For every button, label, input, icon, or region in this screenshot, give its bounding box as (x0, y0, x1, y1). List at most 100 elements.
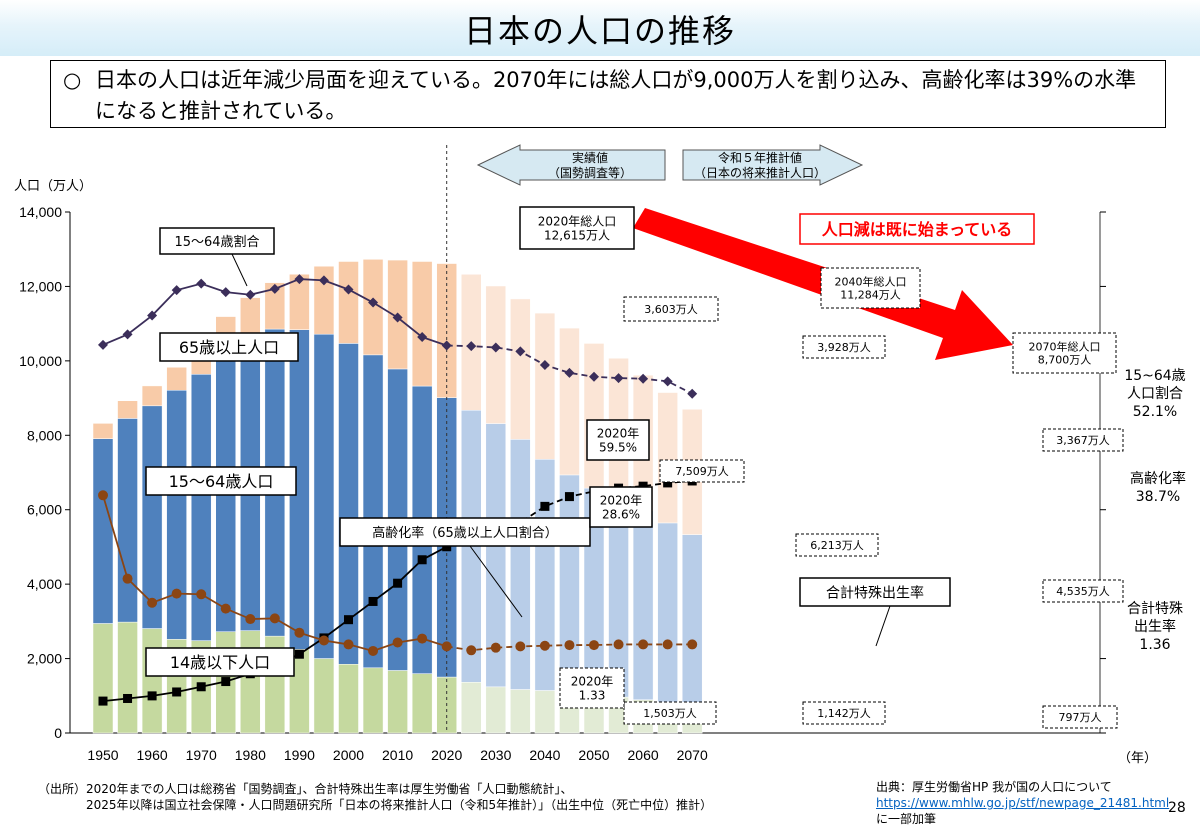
y-tick-label: 10,000 (19, 353, 62, 369)
bar-age14 (534, 690, 556, 734)
tfr-point (245, 614, 256, 625)
ratio-1564-point (564, 367, 575, 378)
tfr-point (515, 641, 526, 652)
bar-age65 (141, 385, 163, 407)
v2040-14-box (802, 701, 886, 725)
tfr-point (539, 640, 550, 651)
x-tick-label: 1950 (87, 747, 118, 763)
bar-age1564 (559, 474, 580, 693)
y-tick-label: 12,000 (19, 278, 62, 294)
x-tick-label: 2020 (431, 747, 462, 763)
bar-age1564 (166, 390, 187, 640)
aging-rate-point (98, 696, 108, 706)
bar-age1564 (510, 439, 531, 690)
label-aging-box (339, 517, 591, 547)
tfr-pointer (875, 605, 891, 647)
bar-age14 (240, 630, 261, 734)
total-2070-text: 2070年総人口 (1029, 340, 1101, 354)
total-2020-box (519, 206, 635, 250)
x-tick-label: 1970 (186, 747, 217, 763)
x-tick-label: 1960 (137, 747, 168, 763)
v2040-1564-text: 6,213万人 (810, 539, 864, 552)
bar-age14 (485, 686, 507, 734)
ratio-1564-point (515, 346, 526, 357)
tfr-point (392, 637, 403, 648)
tfr-point (638, 639, 649, 650)
bar-age65 (117, 400, 138, 419)
tfr-point (318, 635, 329, 646)
v2040-65-box (802, 335, 886, 359)
x-axis-label: （年） (1118, 751, 1157, 766)
tfr-point (662, 639, 673, 650)
v2020-14-text: 1,503万人 (643, 707, 697, 720)
c2020-tfr-text: 1.33 (579, 689, 606, 703)
total-2070-box (1012, 332, 1117, 374)
source-link[interactable]: https://www.mhlw.go.jp/stf/newpage_21481… (876, 796, 1170, 810)
c2020-aging-text: 28.6% (602, 508, 640, 522)
bar-age65 (313, 265, 335, 335)
total-2020-text: 2020年総人口 (538, 215, 617, 229)
x-tick-label: 2050 (578, 747, 609, 763)
tfr-point (171, 588, 182, 599)
ratio-1564-line-projected (446, 344, 693, 395)
ratio-1564-point (98, 339, 108, 350)
x-tick-label: 1980 (235, 747, 266, 763)
v2040-65-text: 3,928万人 (817, 341, 871, 354)
bar-age1564 (534, 459, 556, 691)
total-2040-text: 11,284万人 (840, 289, 901, 302)
bar-age1564 (362, 354, 384, 669)
ratio-1564-point (441, 340, 452, 351)
tfr-point (147, 597, 158, 608)
tfr-point (589, 640, 599, 651)
summary-bullet: ○ (63, 68, 82, 92)
projection-sub-label: （日本の将来推計人口） (694, 165, 826, 180)
ratio-1564-point (466, 341, 477, 352)
right-tfr-value: 1.36 (1139, 637, 1170, 653)
bar-age1564 (608, 499, 629, 698)
bar-age65 (534, 312, 556, 460)
ratio-1564-point (220, 287, 231, 298)
y-tick-label: 0 (54, 725, 62, 741)
right-tfr-title: 合計特殊 (1127, 601, 1183, 617)
source-line-2: 2025年以降は国立社会保障・人口問題研究所「日本の将来推計人口（令和5年推計）… (86, 798, 713, 812)
bar-age65 (338, 261, 359, 344)
tfr-point (269, 613, 280, 624)
aging-rate-point (540, 501, 550, 511)
right-aging-title: 高齢化率 (1130, 470, 1186, 487)
ratio-1564-point (368, 297, 379, 308)
page-title: 日本の人口の推移 (463, 12, 736, 50)
total-2070-text: 8,700万人 (1038, 354, 1092, 367)
bar-age14 (387, 670, 408, 734)
c2020-ratio-text: 2020年 (597, 427, 640, 441)
right-ratio-title: 15~64歳 (1124, 368, 1185, 384)
ratio-1564-point (318, 275, 329, 286)
ratio-1564-point (662, 376, 673, 387)
bar-age1564 (313, 333, 335, 659)
y-axis-label: 人口（万人） (14, 179, 92, 194)
label-14-text: 14歳以下人口 (170, 653, 270, 672)
aging-rate-point (147, 691, 157, 701)
v2020-65-box (623, 296, 719, 322)
right-aging-value: 38.7% (1136, 489, 1180, 505)
credit-line: 出典：厚生労働省HP 我が国の人口について (876, 780, 1112, 794)
total-2020-text: 12,615万人 (544, 229, 610, 243)
bar-age65 (583, 343, 605, 489)
bar-age1564 (681, 534, 703, 704)
bar-age65 (264, 282, 286, 330)
tfr-point (122, 573, 133, 584)
tfr-point (441, 641, 452, 652)
x-tick-label: 2010 (382, 747, 413, 763)
aging-rate-point (638, 481, 648, 491)
bar-age1564 (632, 510, 654, 701)
aging-rate-point (123, 693, 133, 703)
bar-age14 (461, 682, 482, 734)
y-tick-label: 6,000 (27, 502, 62, 518)
x-tick-label: 2000 (333, 747, 364, 763)
label-tfr-text: 合計特殊出生率 (826, 584, 924, 601)
ratio-1564-point (196, 278, 207, 289)
aging-rate-point (172, 687, 182, 697)
tfr-point (343, 639, 354, 650)
v2020-14-box (623, 701, 717, 725)
source-label: （出所） (38, 782, 87, 796)
